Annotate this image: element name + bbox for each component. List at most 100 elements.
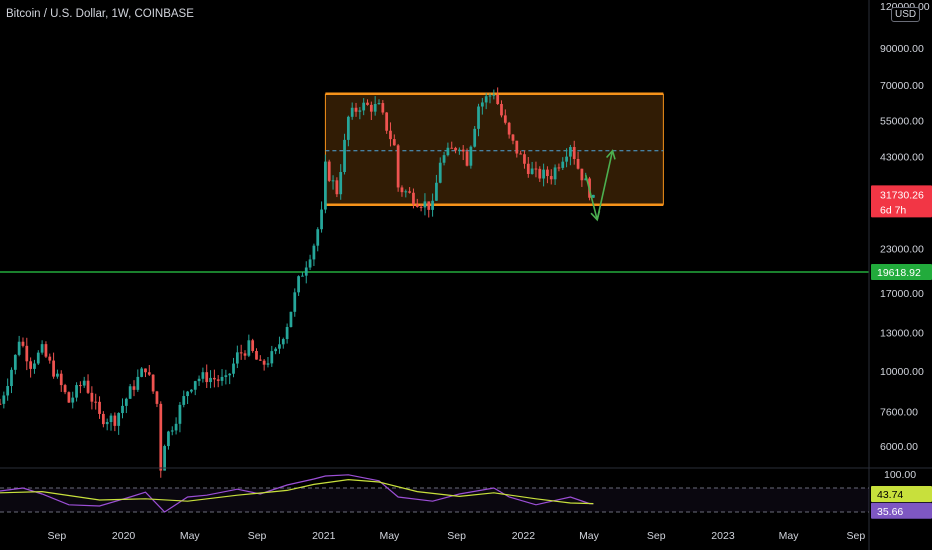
candle-up	[358, 110, 362, 112]
rsi-value-label-bg	[871, 502, 932, 519]
y-tick-label: 13000.00	[880, 327, 924, 339]
candle-up	[285, 326, 289, 340]
candle-down	[258, 359, 262, 361]
candle-up	[584, 178, 588, 181]
candle-up	[316, 229, 320, 246]
candle-up	[17, 341, 21, 355]
candle-up	[293, 292, 297, 312]
candle-up	[343, 139, 346, 173]
x-tick-label: 2020	[112, 530, 136, 542]
candle-up	[565, 156, 568, 162]
candle-up	[312, 245, 316, 260]
candle-down	[366, 102, 369, 105]
candle-up	[40, 344, 44, 353]
candle-down	[415, 204, 419, 207]
candle-up	[13, 354, 17, 370]
candle-up	[530, 168, 534, 174]
x-tick-label: Sep	[847, 530, 866, 542]
candle-down	[369, 104, 373, 112]
price-pane[interactable]	[0, 0, 869, 467]
arrow-head-2[interactable]	[605, 149, 616, 160]
candle-down	[450, 147, 454, 149]
candle-down	[515, 140, 519, 154]
candle-up	[105, 422, 109, 425]
candle-up	[270, 351, 274, 364]
candle-up	[435, 182, 438, 201]
candle-up	[182, 396, 186, 405]
candle-down	[408, 191, 411, 193]
candle-down	[534, 168, 538, 170]
candle-up	[232, 363, 235, 374]
x-tick-label: Sep	[48, 530, 67, 542]
candle-up	[274, 348, 278, 352]
candle-down	[519, 153, 523, 155]
candle-up	[304, 267, 308, 276]
rsi-line[interactable]	[0, 474, 594, 513]
candle-up	[492, 94, 496, 96]
candle-up	[224, 375, 228, 377]
candle-down	[400, 187, 404, 193]
last-price-bg	[871, 185, 932, 218]
candle-up	[6, 386, 10, 396]
x-tick-label: May	[579, 530, 600, 542]
candle-down	[262, 360, 266, 365]
candle-up	[477, 106, 480, 129]
candle-up	[469, 146, 473, 166]
candle-down	[503, 115, 507, 123]
rsi-ma-value-label: 43.74	[877, 489, 903, 501]
candle-up	[488, 95, 492, 97]
candle-up	[308, 259, 312, 268]
rsi-ma-line[interactable]	[0, 478, 594, 505]
candle-up	[71, 397, 75, 403]
candle-up	[480, 102, 484, 107]
rsi-value-label: 35.66	[877, 506, 903, 518]
candle-up	[404, 191, 408, 193]
candle-up	[228, 373, 232, 376]
candle-up	[178, 404, 182, 424]
currency-button[interactable]: USD	[891, 7, 921, 22]
x-tick-label: 2022	[512, 530, 536, 542]
candle-up	[56, 373, 59, 377]
candle-down	[44, 344, 48, 357]
arrow-segment-2[interactable]	[596, 150, 614, 220]
candle-down	[396, 145, 400, 188]
y-tick-label: 90000.00	[880, 43, 924, 55]
candle-down	[526, 163, 530, 174]
candle-down	[496, 94, 500, 104]
candle-down	[48, 356, 52, 361]
candle-down	[572, 147, 576, 159]
candle-up	[140, 368, 144, 377]
y-tick-label: 7600.00	[880, 406, 918, 418]
support-price-label: 19618.92	[877, 267, 921, 279]
candle-up	[170, 430, 174, 432]
candle-up	[10, 369, 13, 387]
candle-down	[385, 112, 389, 131]
candle-down	[580, 168, 584, 181]
y-tick-label: 17000.00	[880, 288, 924, 300]
candle-down	[21, 341, 25, 346]
candle-down	[86, 380, 90, 393]
y-tick-label: 55000.00	[880, 116, 924, 128]
candle-down	[52, 360, 55, 377]
y-tick-label: 70000.00	[880, 80, 924, 92]
y-tick-label: 23000.00	[880, 244, 924, 256]
candle-up	[569, 147, 572, 157]
candle-down	[576, 158, 580, 169]
candle-down	[79, 385, 82, 387]
x-tick-label: Sep	[248, 530, 267, 542]
candle-up	[431, 200, 434, 210]
candle-up	[377, 103, 381, 105]
candle-up	[362, 102, 366, 111]
candle-down	[538, 168, 542, 179]
candle-down	[113, 415, 117, 426]
candle-down	[419, 206, 423, 208]
candle-up	[473, 128, 477, 147]
x-tick-label: Sep	[447, 530, 466, 542]
arrow-segment-1[interactable]	[584, 174, 598, 220]
candle-down	[98, 401, 101, 414]
candle-up	[301, 275, 304, 277]
symbol-title: Bitcoin / U.S. Dollar, 1W, COINBASE	[6, 8, 194, 20]
candle-up	[339, 172, 343, 195]
candle-down	[461, 149, 465, 152]
